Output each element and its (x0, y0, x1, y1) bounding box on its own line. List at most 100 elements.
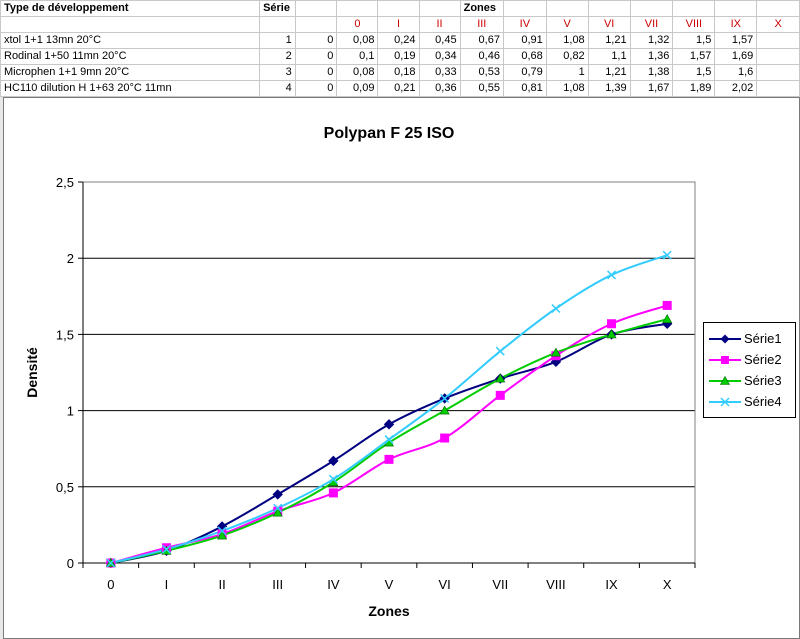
value-cell[interactable]: 0,91 (502, 32, 547, 49)
value-cell[interactable]: 1,32 (629, 32, 674, 49)
value-cell[interactable]: 0,79 (502, 64, 547, 81)
value-cell[interactable]: 1,21 (587, 64, 631, 81)
value-cell[interactable]: 0,68 (502, 48, 547, 65)
value-cell[interactable]: 1,21 (587, 32, 631, 49)
data-point-series-4 (495, 346, 505, 356)
value-cell[interactable]: 0,18 (377, 64, 420, 81)
table-cell[interactable] (756, 0, 800, 17)
value-cell[interactable]: 0 (294, 64, 338, 81)
data-point-series-2 (607, 319, 617, 329)
table-cell[interactable] (418, 0, 461, 17)
value-cell[interactable]: 0,19 (377, 48, 420, 65)
value-cell[interactable]: 1,57 (714, 32, 758, 49)
table-cell[interactable] (0, 16, 261, 33)
table-cell[interactable] (672, 0, 716, 17)
table-cell[interactable] (259, 16, 296, 33)
value-cell[interactable]: 0,08 (336, 64, 379, 81)
chart-title: Polypan F 25 ISO (324, 125, 455, 142)
value-cell[interactable]: 0 (294, 80, 338, 97)
value-cell[interactable]: 0,45 (418, 32, 461, 49)
x-tick-label: 0 (107, 577, 114, 592)
x-tick-label: II (218, 577, 225, 592)
y-axis-label: Densité (24, 347, 40, 398)
value-cell[interactable]: 0,21 (377, 80, 420, 97)
legend[interactable]: Série1 Série2 Série3 Série4 (703, 322, 796, 418)
legend-item[interactable]: Série2 (704, 350, 797, 370)
value-cell[interactable]: 0,34 (418, 48, 461, 65)
value-cell[interactable]: 1,5 (672, 32, 716, 49)
value-cell[interactable]: 0,1 (336, 48, 379, 65)
value-cell[interactable]: 1,69 (714, 48, 758, 65)
value-cell[interactable]: 0,24 (377, 32, 420, 49)
zone-header-cell[interactable]: 0 (336, 16, 379, 33)
value-cell[interactable]: 0,33 (418, 64, 461, 81)
legend-item[interactable]: Série1 (704, 329, 797, 349)
table-cell[interactable] (545, 0, 589, 17)
table-cell[interactable] (629, 0, 674, 17)
y-tick-label: 0 (67, 556, 74, 571)
zone-header-cell[interactable]: V (545, 16, 589, 33)
table-cell[interactable] (714, 0, 758, 17)
row-name-cell[interactable]: HC110 dilution H 1+63 20°C 11mn (0, 80, 261, 97)
serie-cell[interactable]: 1 (259, 32, 296, 49)
value-cell[interactable]: 1,57 (672, 48, 716, 65)
value-cell[interactable]: 1,38 (629, 64, 674, 81)
row-name-cell[interactable]: xtol 1+1 13mn 20°C (0, 32, 261, 49)
x-tick-label: X (663, 577, 672, 592)
value-cell[interactable]: 1,08 (545, 80, 589, 97)
value-cell[interactable]: 1,08 (545, 32, 589, 49)
value-cell[interactable]: 1,5 (672, 64, 716, 81)
table-cell[interactable] (336, 0, 379, 17)
value-cell[interactable]: 0 (294, 32, 338, 49)
serie-header[interactable]: Série (259, 0, 296, 17)
value-cell[interactable]: 0,36 (418, 80, 461, 97)
x-tick-label: III (272, 577, 283, 592)
serie-cell[interactable]: 4 (259, 80, 296, 97)
zone-header-cell[interactable]: VII (629, 16, 674, 33)
zone-header-cell[interactable]: VIII (672, 16, 716, 33)
value-cell[interactable]: 2,02 (714, 80, 758, 97)
value-cell[interactable]: 0,82 (545, 48, 589, 65)
value-cell[interactable]: 0,67 (459, 32, 504, 49)
table-cell[interactable] (294, 16, 338, 33)
zone-header-cell[interactable]: VI (587, 16, 631, 33)
value-cell[interactable]: 0,08 (336, 32, 379, 49)
value-cell[interactable]: 0,81 (502, 80, 547, 97)
value-cell[interactable]: 1 (545, 64, 589, 81)
type-header[interactable]: Type de développement (0, 0, 261, 17)
table-cell[interactable] (587, 0, 631, 17)
table-cell[interactable] (756, 48, 800, 65)
value-cell[interactable]: 0 (294, 48, 338, 65)
value-cell[interactable]: 1,6 (714, 64, 758, 81)
table-cell[interactable] (502, 0, 547, 17)
zone-header-cell[interactable]: II (418, 16, 461, 33)
value-cell[interactable]: 1,39 (587, 80, 631, 97)
value-cell[interactable]: 0,46 (459, 48, 504, 65)
zones-header[interactable]: Zones (459, 0, 504, 17)
zone-header-cell[interactable]: IX (714, 16, 758, 33)
table-cell[interactable] (756, 64, 800, 81)
value-cell[interactable]: 0,53 (459, 64, 504, 81)
zone-header-cell[interactable]: III (459, 16, 504, 33)
zone-header-cell[interactable]: X (756, 16, 800, 33)
table-cell[interactable] (756, 80, 800, 97)
table-cell[interactable] (756, 32, 800, 49)
legend-item[interactable]: Série4 (704, 392, 797, 412)
data-point-series-4 (551, 303, 561, 314)
table-cell[interactable] (377, 0, 420, 17)
value-cell[interactable]: 0,09 (336, 80, 379, 97)
chart-object[interactable]: Polypan F 25 ISO 0 0,5 1 1,5 2 2,5 0 I II III IV V VI… (3, 97, 800, 639)
value-cell[interactable]: 1,67 (629, 80, 674, 97)
table-cell[interactable] (294, 0, 338, 17)
value-cell[interactable]: 1,1 (587, 48, 631, 65)
zone-header-cell[interactable]: IV (502, 16, 547, 33)
row-name-cell[interactable]: Microphen 1+1 9mn 20°C (0, 64, 261, 81)
row-name-cell[interactable]: Rodinal 1+50 11mn 20°C (0, 48, 261, 65)
value-cell[interactable]: 0,55 (459, 80, 504, 97)
value-cell[interactable]: 1,36 (629, 48, 674, 65)
legend-item[interactable]: Série3 (704, 371, 797, 391)
value-cell[interactable]: 1,89 (672, 80, 716, 97)
serie-cell[interactable]: 3 (259, 64, 296, 81)
serie-cell[interactable]: 2 (259, 48, 296, 65)
zone-header-cell[interactable]: I (377, 16, 420, 33)
